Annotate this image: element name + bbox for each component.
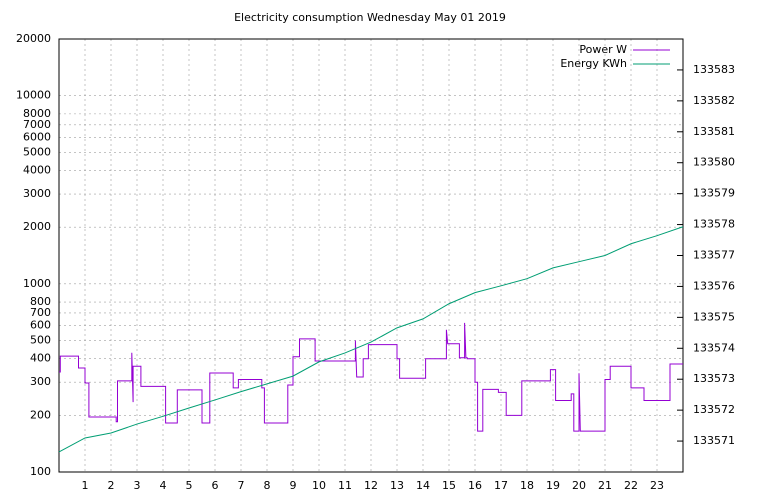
y2-tick-label: 133581 bbox=[693, 125, 735, 138]
x-tick-label: 5 bbox=[186, 479, 193, 492]
y2-tick-label: 133572 bbox=[693, 403, 735, 416]
y-tick-label: 200 bbox=[30, 408, 51, 421]
y2-tick-label: 133583 bbox=[693, 63, 735, 76]
y-tick-label: 500 bbox=[30, 333, 51, 346]
x-tick-label: 13 bbox=[390, 479, 404, 492]
y2-tick-label: 133580 bbox=[693, 156, 735, 169]
y-tick-label: 10000 bbox=[16, 89, 51, 102]
y2-tick-label: 133573 bbox=[693, 372, 735, 385]
x-tick-label: 1 bbox=[82, 479, 89, 492]
x-tick-label: 11 bbox=[338, 479, 352, 492]
x-tick-label: 19 bbox=[546, 479, 560, 492]
y2-tick-label: 133582 bbox=[693, 94, 735, 107]
x-tick-label: 6 bbox=[212, 479, 219, 492]
plot-border bbox=[58, 38, 684, 473]
y2-tick-label: 133577 bbox=[693, 249, 735, 262]
x-tick-label: 10 bbox=[312, 479, 326, 492]
y-tick-label: 3000 bbox=[23, 187, 51, 200]
y-tick-label: 800 bbox=[30, 295, 51, 308]
x-tick-label: 8 bbox=[264, 479, 271, 492]
x-tick-label: 9 bbox=[290, 479, 297, 492]
x-tick-label: 16 bbox=[468, 479, 482, 492]
y2-tick-label: 133578 bbox=[693, 218, 735, 231]
series-line bbox=[58, 226, 684, 453]
x-tick-label: 22 bbox=[624, 479, 638, 492]
x-tick-label: 2 bbox=[108, 479, 115, 492]
y-tick-label: 5000 bbox=[23, 145, 51, 158]
y-tick-label: 600 bbox=[30, 319, 51, 332]
y-tick-label: 300 bbox=[30, 375, 51, 388]
chart-title: Electricity consumption Wednesday May 01… bbox=[234, 11, 506, 24]
x-tick-label: 15 bbox=[442, 479, 456, 492]
y-tick-label: 8000 bbox=[23, 107, 51, 120]
y2-tick-label: 133576 bbox=[693, 279, 735, 292]
x-tick-label: 18 bbox=[520, 479, 534, 492]
series-line bbox=[59, 322, 683, 432]
x-tick-label: 20 bbox=[572, 479, 586, 492]
x-tick-label: 14 bbox=[416, 479, 430, 492]
y-tick-label: 4000 bbox=[23, 164, 51, 177]
x-tick-label: 12 bbox=[364, 479, 378, 492]
x-tick-label: 23 bbox=[650, 479, 664, 492]
y2-tick-label: 133571 bbox=[693, 434, 735, 447]
y-tick-label: 400 bbox=[30, 352, 51, 365]
legend-label: Power W bbox=[579, 43, 627, 56]
x-tick-label: 17 bbox=[494, 479, 508, 492]
x-tick-label: 21 bbox=[598, 479, 612, 492]
x-tick-label: 3 bbox=[134, 479, 141, 492]
y2-tick-label: 133574 bbox=[693, 341, 735, 354]
y-tick-label: 2000 bbox=[23, 220, 51, 233]
y-tick-label: 700 bbox=[30, 306, 51, 319]
y-tick-label: 7000 bbox=[23, 118, 51, 131]
legend-label: Energy KWh bbox=[560, 57, 627, 70]
x-tick-label: 7 bbox=[238, 479, 245, 492]
y-tick-label: 20000 bbox=[16, 32, 51, 45]
y2-tick-label: 133579 bbox=[693, 187, 735, 200]
y-tick-label: 1000 bbox=[23, 277, 51, 290]
y-tick-label: 6000 bbox=[23, 130, 51, 143]
y2-tick-label: 133575 bbox=[693, 310, 735, 323]
y-tick-label: 100 bbox=[30, 465, 51, 478]
x-tick-label: 4 bbox=[160, 479, 167, 492]
